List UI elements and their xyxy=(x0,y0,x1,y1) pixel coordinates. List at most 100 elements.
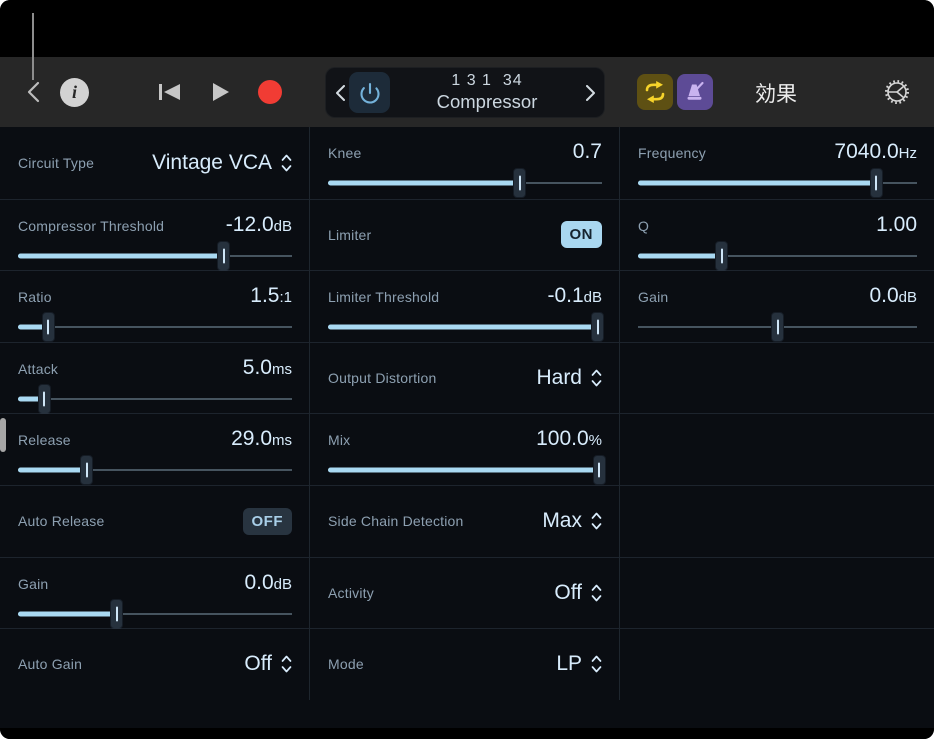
c2-knee-slider[interactable] xyxy=(328,167,602,199)
param-label: Limiter Threshold xyxy=(328,289,440,306)
slider-fill xyxy=(638,180,877,186)
param-value: 1.00 xyxy=(876,212,917,236)
c1-auto-gain-select[interactable]: Off xyxy=(244,652,292,676)
param-value: Off xyxy=(554,580,582,604)
param-label: Gain xyxy=(638,289,669,306)
play-button[interactable] xyxy=(210,82,232,102)
parameter-column-3: Frequency 7040.0Hz Q 1.00 Gain 0.0dB xyxy=(620,127,934,700)
chevron-up-down-icon xyxy=(591,368,602,388)
param-value: 0.0dB xyxy=(869,284,917,308)
param-label: Auto Release xyxy=(18,513,105,530)
param-c2-side-chain-detection: Side Chain Detection Max xyxy=(310,484,619,557)
param-value: Max xyxy=(542,509,582,533)
slider-fill xyxy=(18,396,45,402)
c3-frequency-slider[interactable] xyxy=(638,167,917,199)
cycle-button[interactable] xyxy=(637,74,673,110)
info-button[interactable]: i xyxy=(60,78,89,107)
param-label: Activity xyxy=(328,584,374,601)
slider-handle[interactable] xyxy=(591,312,605,343)
c2-mode-select[interactable]: LP xyxy=(556,652,602,676)
plugin-display[interactable]: 1 3 1 34 Compressor xyxy=(325,67,605,118)
c2-activity-select[interactable]: Off xyxy=(554,581,602,605)
param-label: Frequency xyxy=(638,145,706,161)
effects-title: 効果 xyxy=(755,83,797,106)
c2-limiter-threshold-slider[interactable] xyxy=(328,311,605,343)
parameter-column-2: Knee 0.7 Limiter ON Limiter Threshold -0.1dB O… xyxy=(310,127,620,700)
c1-auto-release-toggle[interactable]: OFF xyxy=(242,507,292,535)
empty-cell xyxy=(620,628,934,700)
param-c2-limiter: Limiter ON xyxy=(310,198,619,271)
settings-button[interactable] xyxy=(882,77,912,107)
c2-side-chain-detection-select[interactable]: Max xyxy=(542,509,602,533)
slider-handle[interactable] xyxy=(513,168,527,198)
slider-track xyxy=(18,326,292,329)
slider-handle[interactable] xyxy=(869,168,883,198)
param-c2-limiter-threshold: Limiter Threshold -0.1dB xyxy=(310,270,619,343)
slider-track xyxy=(18,469,292,472)
param-value: -0.1dB xyxy=(547,284,602,308)
next-plugin-button[interactable] xyxy=(582,81,598,105)
param-c1-attack: Attack 5.0ms xyxy=(0,341,309,415)
chevron-up-down-icon xyxy=(591,654,602,674)
metronome-icon xyxy=(683,80,707,104)
count-in-button[interactable] xyxy=(677,74,713,110)
previous-plugin-button[interactable] xyxy=(332,81,348,105)
param-c2-mode: Mode LP xyxy=(310,628,619,700)
c3-q-slider[interactable] xyxy=(638,240,917,272)
skip-to-beginning-icon xyxy=(158,83,182,101)
play-icon xyxy=(211,82,231,102)
toolbar: i xyxy=(0,57,934,127)
param-c3-gain: Gain 0.0dB xyxy=(620,270,934,343)
slider-track xyxy=(18,612,292,615)
param-value: 0.7 xyxy=(572,140,602,163)
param-label: Side Chain Detection xyxy=(328,513,464,530)
playhead-position: 1 3 1 34 xyxy=(451,72,523,89)
slider-handle[interactable] xyxy=(41,312,55,343)
param-label: Limiter xyxy=(328,226,372,243)
top-black-band xyxy=(0,0,934,57)
slider-handle[interactable] xyxy=(80,455,93,486)
param-c1-compressor-threshold: Compressor Threshold -12.0dB xyxy=(0,198,309,272)
record-button[interactable] xyxy=(258,80,282,104)
c1-compressor-threshold-slider[interactable] xyxy=(18,240,292,272)
empty-cell xyxy=(620,484,934,557)
back-button[interactable] xyxy=(22,81,44,103)
param-c2-mix: Mix 100.0% xyxy=(310,413,619,486)
c1-circuit-type-select[interactable]: Vintage VCA xyxy=(152,151,292,175)
c1-release-slider[interactable] xyxy=(18,454,292,486)
slider-handle[interactable] xyxy=(217,240,230,271)
c3-gain-slider[interactable] xyxy=(638,311,917,343)
c2-limiter-toggle[interactable]: ON xyxy=(560,221,602,249)
plugin-power-button[interactable] xyxy=(349,72,390,113)
chevron-up-down-icon xyxy=(591,511,602,531)
slider-handle[interactable] xyxy=(771,312,784,343)
slider-track xyxy=(18,397,292,400)
param-label: Release xyxy=(18,432,71,449)
param-value: 100.0% xyxy=(536,427,602,451)
param-value: Vintage VCA xyxy=(152,150,272,174)
repeat-arrows-icon xyxy=(643,80,667,104)
scrollbar-indicator[interactable] xyxy=(0,418,6,452)
c1-ratio-slider[interactable] xyxy=(18,311,292,343)
slider-handle[interactable] xyxy=(110,598,124,629)
param-value: LP xyxy=(556,652,582,676)
slider-fill xyxy=(18,611,117,617)
rewind-button[interactable] xyxy=(157,83,183,101)
slider-handle[interactable] xyxy=(37,383,51,414)
bottom-black-band xyxy=(0,728,934,739)
slider-handle[interactable] xyxy=(592,455,606,486)
param-value: 0.0dB xyxy=(244,570,292,594)
param-c1-circuit-type: Circuit Type Vintage VCA xyxy=(0,127,309,199)
param-value: -12.0dB xyxy=(225,212,292,236)
c1-attack-slider[interactable] xyxy=(18,383,292,415)
parameter-grid: Circuit Type Vintage VCA Compressor Thresh… xyxy=(0,127,934,700)
c2-mix-slider[interactable] xyxy=(328,454,606,486)
param-c1-auto-gain: Auto Gain Off xyxy=(0,628,309,700)
c1-gain-slider[interactable] xyxy=(18,598,292,630)
c2-output-distortion-select[interactable]: Hard xyxy=(536,366,602,390)
slider-handle[interactable] xyxy=(715,240,729,271)
slider-fill xyxy=(328,180,520,186)
param-label: Output Distortion xyxy=(328,370,437,387)
param-c1-ratio: Ratio 1.5:1 xyxy=(0,270,309,343)
slider-fill xyxy=(328,324,598,330)
